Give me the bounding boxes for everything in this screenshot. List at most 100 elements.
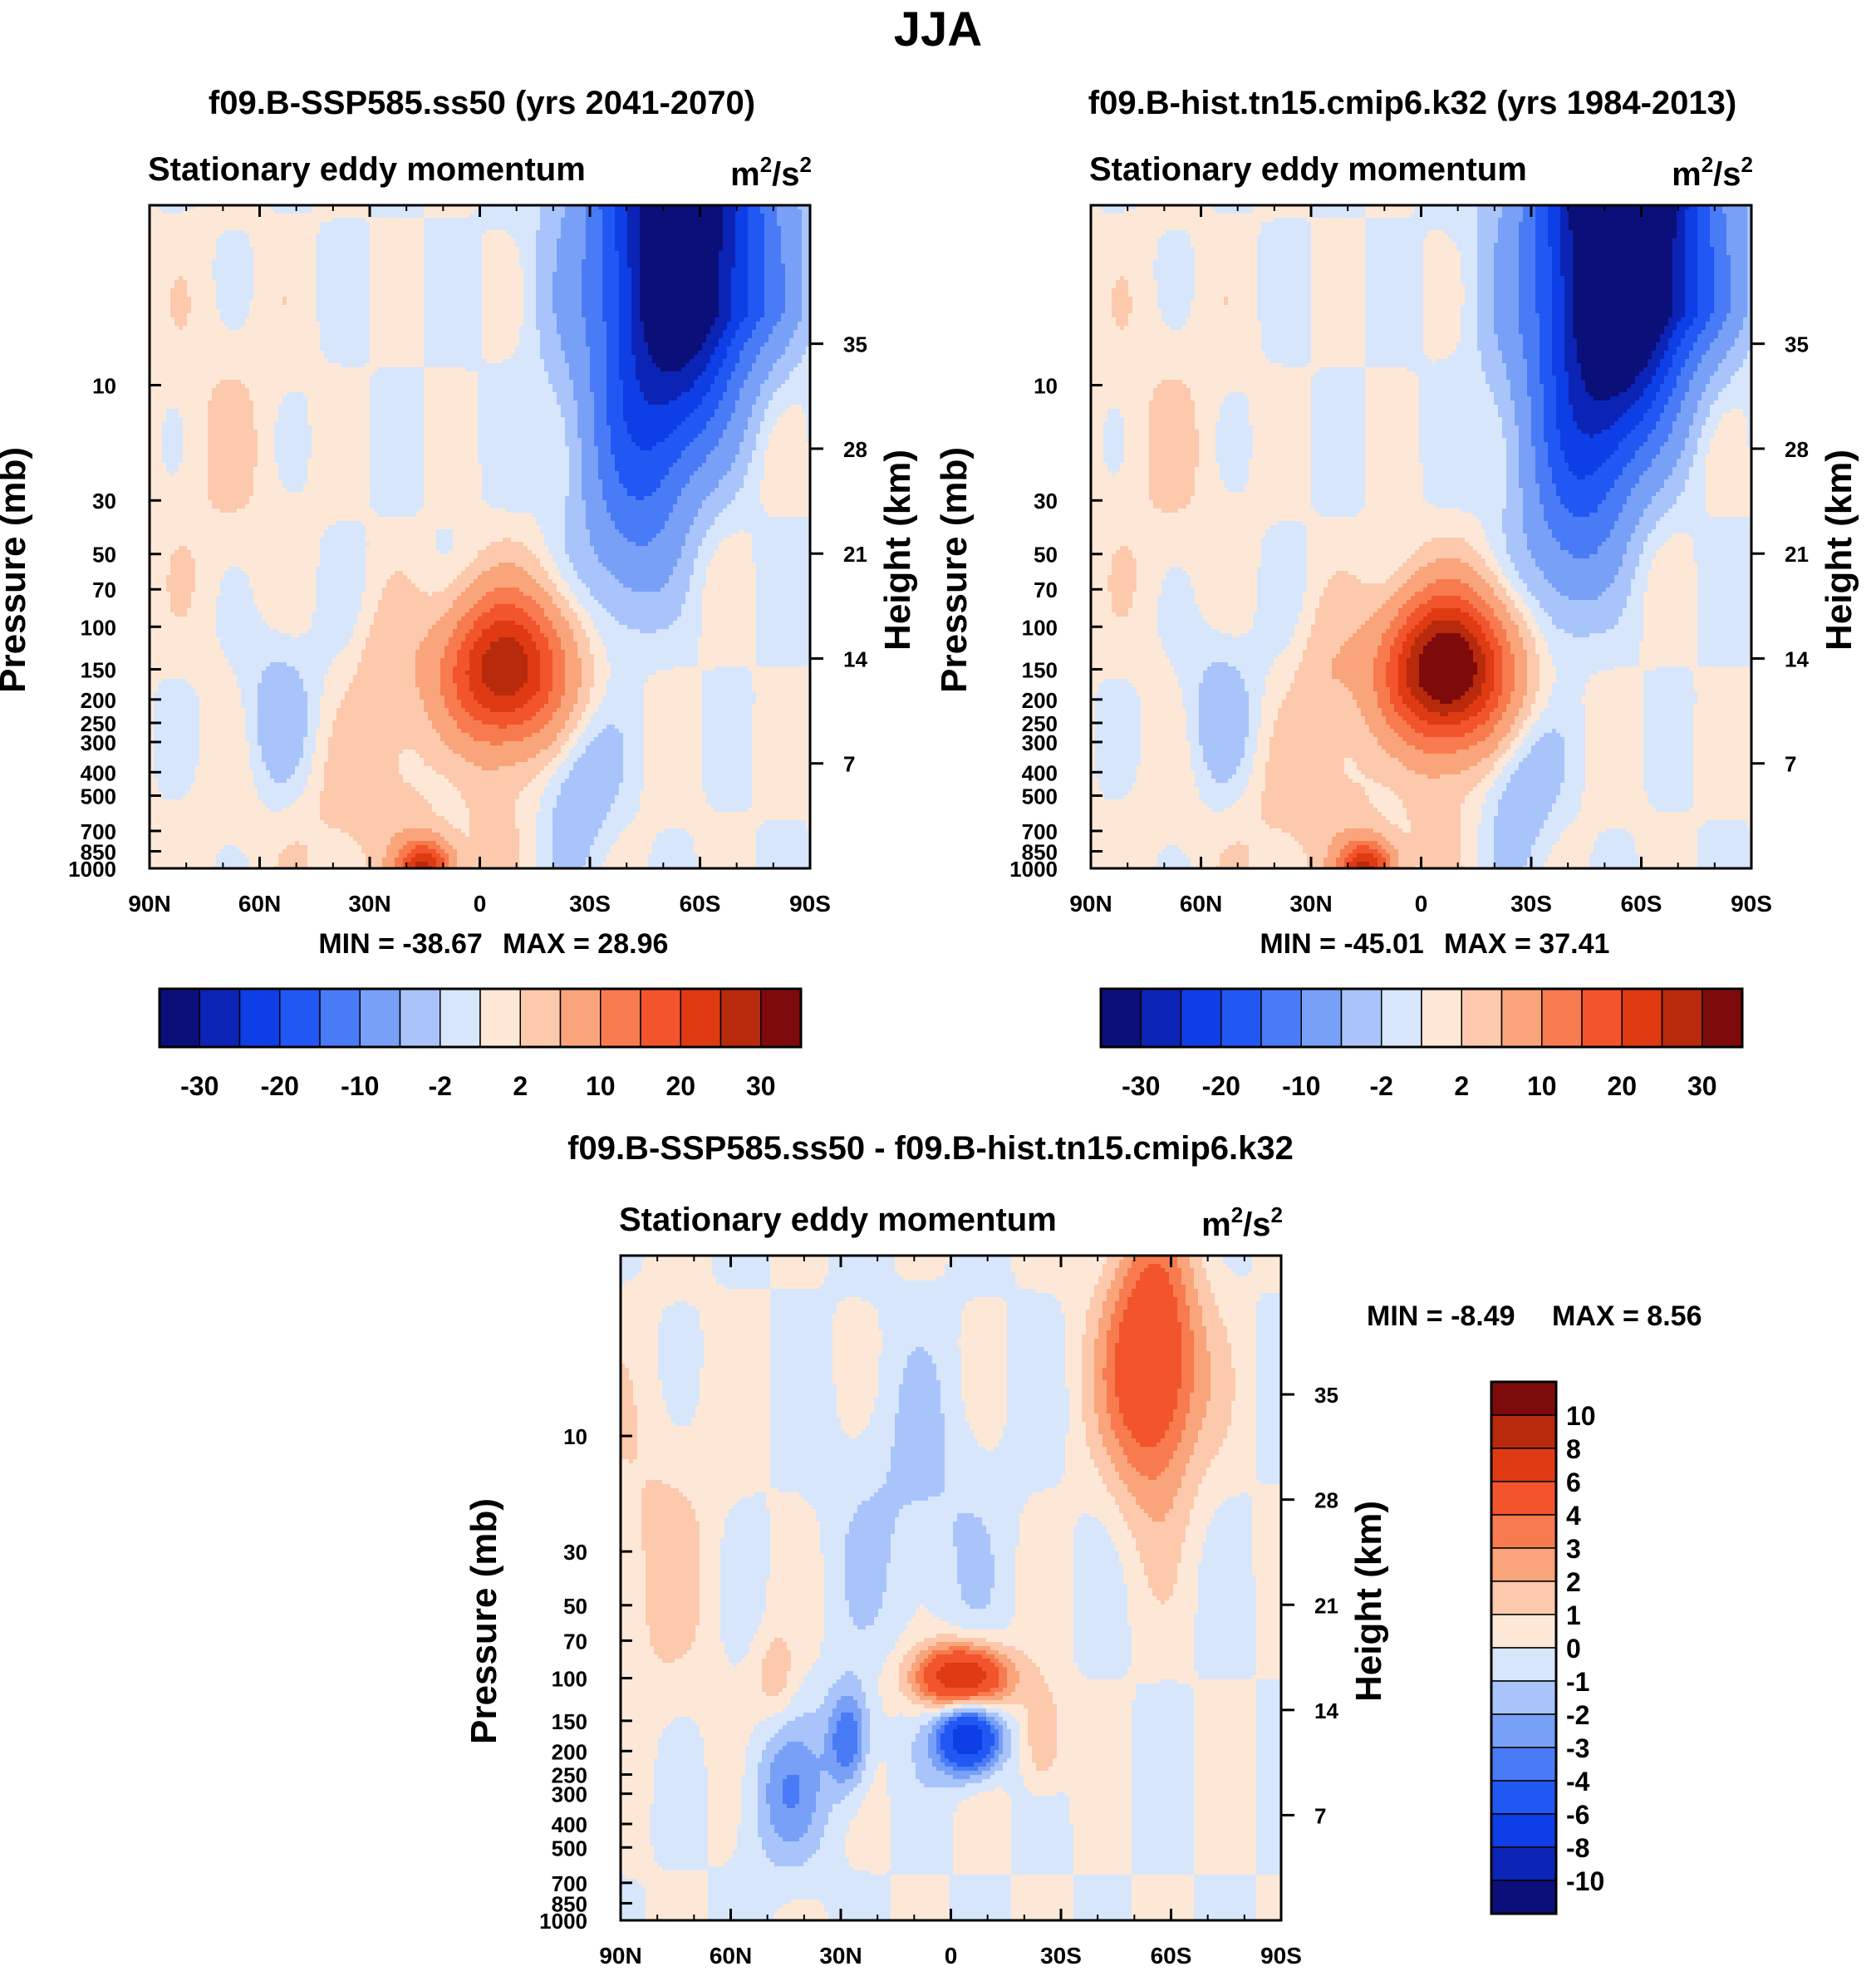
field-cell xyxy=(1494,396,1510,401)
field-cell xyxy=(195,583,220,587)
field-cell xyxy=(1461,255,1477,259)
field-cell xyxy=(565,662,582,666)
field-cell xyxy=(1481,554,1494,558)
field-cell xyxy=(424,272,482,276)
field-cell xyxy=(1215,425,1253,430)
field-cell xyxy=(370,475,424,479)
field-cell xyxy=(424,492,482,496)
field-cell xyxy=(636,496,644,500)
field-cell xyxy=(195,575,224,579)
field-cell xyxy=(1215,434,1253,438)
field-cell xyxy=(1548,521,1614,525)
field-cell xyxy=(424,488,482,492)
field-cell xyxy=(432,766,482,770)
field-cell xyxy=(1573,309,1672,313)
field-cell xyxy=(781,259,802,263)
field-cell xyxy=(469,658,482,662)
field-cell xyxy=(1407,579,1436,583)
field-cell xyxy=(586,500,607,504)
field-cell xyxy=(1552,305,1564,309)
field-cell xyxy=(1552,272,1560,276)
field-cell xyxy=(1531,434,1544,438)
field-cell xyxy=(1731,272,1747,276)
field-cell xyxy=(532,617,548,621)
field-cell xyxy=(702,758,752,762)
field-cell xyxy=(1311,238,1365,243)
field-cell xyxy=(615,238,627,243)
field-cell xyxy=(1618,417,1643,421)
field-cell xyxy=(1103,450,1124,455)
field-cell xyxy=(1132,309,1161,313)
field-cell xyxy=(536,858,552,862)
field-cell xyxy=(320,791,420,795)
field-cell xyxy=(723,330,735,334)
field-cell xyxy=(1365,434,1419,438)
field-cell xyxy=(1490,567,1502,571)
field-cell xyxy=(444,741,490,745)
field-cell xyxy=(607,355,619,359)
field-cell xyxy=(1149,463,1199,467)
field-cell xyxy=(1091,550,1116,554)
field-cell xyxy=(1091,222,1261,226)
field-cell xyxy=(1419,384,1490,388)
field-cell xyxy=(444,700,461,704)
field-cell xyxy=(1589,513,1618,517)
field-cell xyxy=(706,575,756,579)
field-cell xyxy=(220,637,349,641)
field-cell xyxy=(465,612,482,617)
field-cell xyxy=(1461,322,1477,326)
field-cell xyxy=(1697,409,1710,413)
field-cell xyxy=(552,654,565,658)
field-cell xyxy=(440,671,453,675)
field-cell xyxy=(370,430,424,434)
field-cell xyxy=(806,413,810,417)
field-cell xyxy=(1195,467,1220,471)
field-cell xyxy=(1710,243,1726,247)
field-cell xyxy=(623,766,644,770)
field-cell xyxy=(694,567,706,571)
field-cell xyxy=(424,209,474,214)
field-cell xyxy=(1747,417,1751,421)
field-cell xyxy=(756,617,810,621)
field-cell xyxy=(395,858,403,862)
field-cell xyxy=(739,529,744,533)
field-cell xyxy=(1618,517,1639,521)
field-cell xyxy=(1569,392,1589,396)
field-cell xyxy=(1652,529,1751,533)
field-cell xyxy=(607,654,698,658)
field-cell xyxy=(557,766,573,770)
field-cell xyxy=(1515,417,1531,421)
field-cell xyxy=(1153,259,1195,263)
field-cell xyxy=(415,787,457,791)
field-cell xyxy=(482,675,528,679)
field-cell xyxy=(1195,268,1257,272)
field-cell xyxy=(540,799,557,804)
field-cell xyxy=(1199,434,1215,438)
field-cell xyxy=(1423,488,1506,492)
field-cell xyxy=(557,313,582,317)
field-cell xyxy=(756,355,781,359)
field-cell xyxy=(370,222,424,226)
field-cell xyxy=(1423,587,1473,592)
field-cell xyxy=(349,637,366,641)
field-cell xyxy=(150,504,212,509)
field-cell xyxy=(170,608,187,612)
field-cell xyxy=(706,799,752,804)
field-cell xyxy=(644,720,702,725)
field-cell xyxy=(469,824,515,828)
field-cell xyxy=(1461,317,1477,322)
field-cell xyxy=(1652,351,1664,355)
field-cell xyxy=(1157,251,1195,255)
field-cell xyxy=(1515,401,1531,405)
field-cell xyxy=(1307,529,1486,533)
field-cell xyxy=(179,413,208,417)
field-cell xyxy=(1573,292,1672,297)
field-cell xyxy=(316,301,370,305)
field-cell xyxy=(1149,405,1195,409)
field-cell xyxy=(1311,334,1365,338)
field-cell xyxy=(1672,359,1685,363)
field-cell xyxy=(1648,359,1660,363)
field-cell xyxy=(715,409,735,413)
field-cell xyxy=(1689,351,1706,355)
field-cell xyxy=(523,272,536,276)
